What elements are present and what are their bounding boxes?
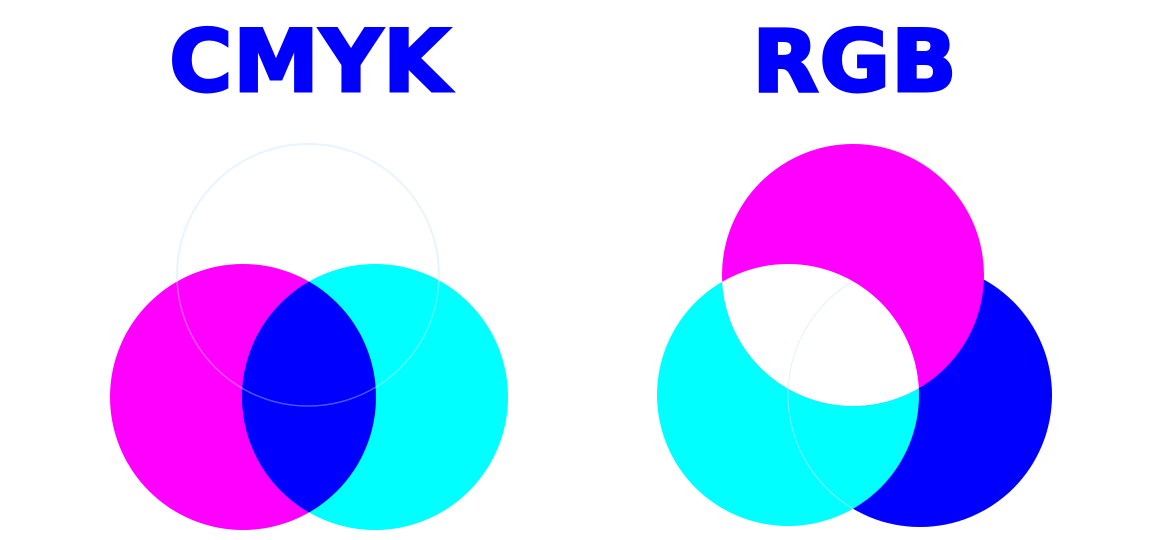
rgb-panel: RGB	[600, 0, 1170, 540]
cmyk-outline-circle-overlay	[176, 143, 440, 407]
cmyk-diagram	[110, 143, 508, 530]
cmyk-title: CMYK	[168, 11, 452, 114]
cmyk-overlap-region	[242, 264, 376, 530]
rgb-blue-outline-in-center	[787, 264, 919, 526]
rgb-title: RGB	[751, 11, 958, 114]
cmyk-panel: CMYK	[168, 11, 452, 114]
rgb-diagram	[657, 144, 1052, 527]
